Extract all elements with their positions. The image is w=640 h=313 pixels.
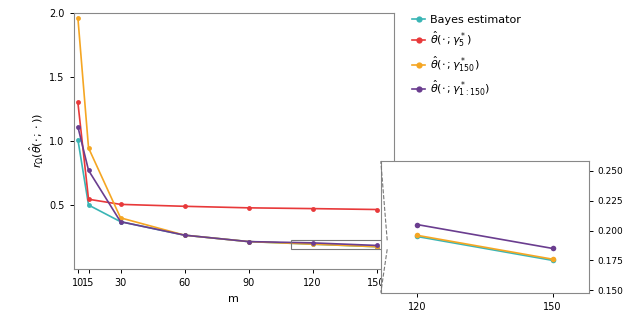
X-axis label: m: m — [228, 294, 239, 304]
Y-axis label: $r_{\Omega}(\hat{\theta}(\cdot\,;\cdot))$: $r_{\Omega}(\hat{\theta}(\cdot\,;\cdot))… — [27, 113, 45, 168]
Bar — [291, 240, 387, 249]
Legend: Bayes estimator, $\hat{\theta}(\cdot\,;\gamma_5^*)$, $\hat{\theta}(\cdot\,;\gamm: Bayes estimator, $\hat{\theta}(\cdot\,;\… — [412, 15, 520, 98]
